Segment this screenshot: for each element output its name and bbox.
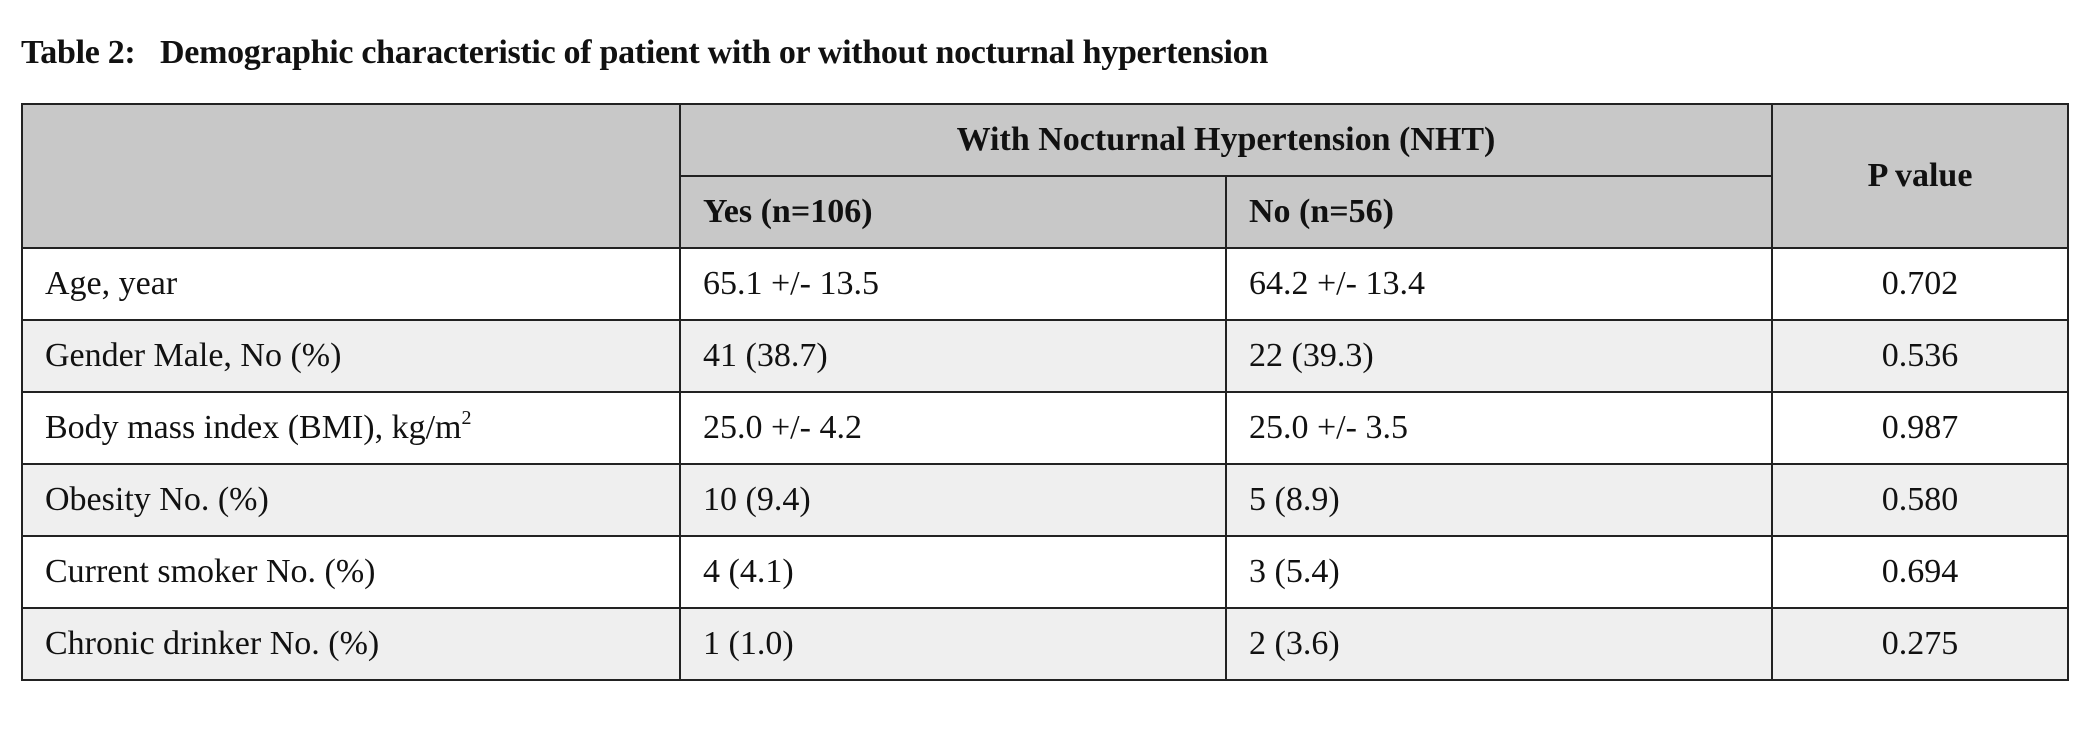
yes-cell: 4 (4.1) bbox=[679, 535, 1227, 609]
p-header: P value bbox=[1771, 103, 2069, 249]
row-label: Gender Male, No (%) bbox=[45, 337, 342, 374]
table-row: Gender Male, No (%) 41 (38.7) 22 (39.3) 0.5… bbox=[21, 319, 2069, 393]
row-label: Chronic drinker No. (%) bbox=[45, 625, 380, 662]
no-cell: 3 (5.4) bbox=[1225, 535, 1773, 609]
row-label-cell: Body mass index (BMI), kg/m2 bbox=[21, 391, 681, 465]
table-row: Body mass index (BMI), kg/m2 25.0 +/- 4.2… bbox=[21, 391, 2069, 465]
no-cell: 2 (3.6) bbox=[1225, 607, 1773, 681]
row-label: Obesity No. (%) bbox=[45, 481, 269, 518]
row-label-cell: Gender Male, No (%) bbox=[21, 319, 681, 393]
no-cell: 5 (8.9) bbox=[1225, 463, 1773, 537]
yes-cell: 25.0 +/- 4.2 bbox=[679, 391, 1227, 465]
group-header: With Nocturnal Hypertension (NHT) bbox=[679, 103, 1773, 177]
yes-cell: 10 (9.4) bbox=[679, 463, 1227, 537]
header-row: Yes (n=106) No (n=56) bbox=[22, 175, 2068, 249]
no-cell: 64.2 +/- 13.4 bbox=[1225, 247, 1773, 321]
table-title: Table 2: Demographic characteristic of p… bbox=[21, 34, 1268, 71]
row-label-cell: Current smoker No. (%) bbox=[21, 535, 681, 609]
yes-header: Yes (n=106) bbox=[679, 175, 1227, 249]
header-row: With Nocturnal Hypertension (NHT) P valu… bbox=[21, 103, 2069, 249]
yes-cell: 41 (38.7) bbox=[679, 319, 1227, 393]
p-value-cell: 0.987 bbox=[1771, 391, 2069, 465]
table-row: Age, year 65.1 +/- 13.5 64.2 +/- 13.4 0.702 bbox=[21, 247, 2069, 321]
row-label-cell: Chronic drinker No. (%) bbox=[21, 607, 681, 681]
row-label: Age, year bbox=[45, 265, 178, 302]
p-value-cell: 0.694 bbox=[1771, 535, 2069, 609]
no-header: No (n=56) bbox=[1225, 175, 1773, 249]
p-value-cell: 0.702 bbox=[1771, 247, 2069, 321]
p-value-cell: 0.536 bbox=[1771, 319, 2069, 393]
empty-header bbox=[21, 103, 681, 249]
no-cell: 22 (39.3) bbox=[1225, 319, 1773, 393]
p-value-cell: 0.275 bbox=[1771, 607, 2069, 681]
table-row: Chronic drinker No. (%) 1 (1.0) 2 (3.6) 0.2… bbox=[21, 607, 2069, 681]
row-label-superscript: 2 bbox=[461, 407, 472, 429]
data-table: With Nocturnal Hypertension (NHT) P valu… bbox=[21, 103, 2069, 681]
row-label-cell: Obesity No. (%) bbox=[21, 463, 681, 537]
no-cell: 25.0 +/- 3.5 bbox=[1225, 391, 1773, 465]
yes-cell: 1 (1.0) bbox=[679, 607, 1227, 681]
p-value-cell: 0.580 bbox=[1771, 463, 2069, 537]
table-row: Current smoker No. (%) 4 (4.1) 3 (5.4) 0.69… bbox=[21, 535, 2069, 609]
row-label: Current smoker No. (%) bbox=[45, 553, 376, 590]
row-label-cell: Age, year bbox=[21, 247, 681, 321]
yes-cell: 65.1 +/- 13.5 bbox=[679, 247, 1227, 321]
table-row: Obesity No. (%) 10 (9.4) 5 (8.9) 0.580 bbox=[21, 463, 2069, 537]
table-header: With Nocturnal Hypertension (NHT) P valu… bbox=[21, 103, 2069, 249]
row-label: Body mass index (BMI), kg/m bbox=[45, 409, 462, 446]
table-body: Age, year 65.1 +/- 13.5 64.2 +/- 13.4 0.702… bbox=[21, 247, 2069, 681]
